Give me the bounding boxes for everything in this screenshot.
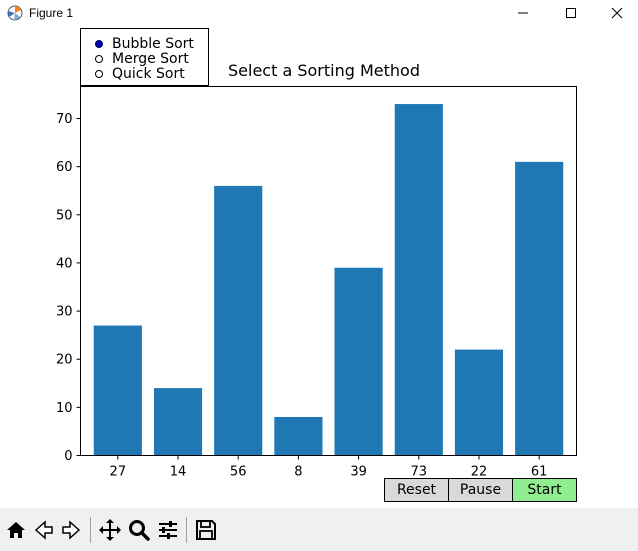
maximize-icon [566,8,576,18]
x-tick-label: 61 [531,465,548,480]
plot-frame [80,86,577,456]
y-tick-label: 50 [56,208,73,223]
configure-subplots-icon [159,521,177,539]
back-icon [34,520,53,540]
sort-method-radio-group: Bubble Sort Merge Sort Quick Sort [80,28,209,86]
home-button[interactable] [3,516,29,544]
bar [394,104,443,456]
window-titlebar: Figure 1 [0,0,638,26]
forward-icon [62,520,81,540]
chart-title: Select a Sorting Method [228,61,420,80]
configure-subplots-button[interactable] [155,516,181,544]
bar-chart: 0 10 20 30 40 50 60 70 27 14 56 8 39 73 22 61 [56,86,577,480]
x-tick-label: 73 [411,465,428,480]
minimize-icon [518,12,528,14]
navigation-toolbar [0,508,638,551]
y-tick-label: 70 [56,112,73,127]
zoom-icon [129,520,150,541]
matplotlib-app-icon [7,5,23,21]
reset-button[interactable]: Reset [384,478,449,502]
pan-button[interactable] [97,516,123,544]
y-tick-label: 30 [56,305,73,320]
x-tick-label: 8 [294,465,302,480]
close-button[interactable] [594,0,638,26]
save-icon [196,520,216,540]
forward-button[interactable] [58,516,84,544]
bar [214,185,263,456]
save-button[interactable] [193,516,219,544]
zoom-button[interactable] [126,516,152,544]
close-icon [611,7,623,19]
toolbar-separator [90,517,91,543]
bar [274,416,323,456]
x-tick-label: 14 [170,465,187,480]
bar [334,267,383,456]
back-button[interactable] [31,516,57,544]
y-tick-label: 20 [56,353,73,368]
y-tick-label: 60 [56,160,73,175]
bar [454,349,504,456]
bar [153,388,203,456]
bar [93,325,142,456]
radio-label: Quick Sort [112,65,185,82]
maximize-button[interactable] [548,0,594,26]
y-tick-label: 0 [64,449,72,464]
radio-indicator [95,39,103,48]
pause-button[interactable]: Pause [448,478,513,502]
x-tick-label: 22 [471,465,488,480]
radio-indicator [95,54,103,63]
y-tick-label: 10 [56,401,73,416]
figure-canvas: Bubble Sort Merge Sort Quick Sort Select… [0,26,638,508]
home-icon [7,522,25,538]
y-tick-label: 40 [56,256,73,271]
bar [515,161,564,456]
x-tick-label: 27 [110,465,127,480]
x-tick-label: 56 [230,465,247,480]
minimize-button[interactable] [500,0,546,26]
start-button[interactable]: Start [512,478,577,502]
radio-label: Bubble Sort [112,35,194,52]
window-title: Figure 1 [29,6,74,20]
x-tick-label: 39 [350,465,367,480]
toolbar-separator [186,517,187,543]
radio-indicator [95,69,103,78]
radio-label: Merge Sort [112,50,189,67]
pan-icon [99,519,121,541]
